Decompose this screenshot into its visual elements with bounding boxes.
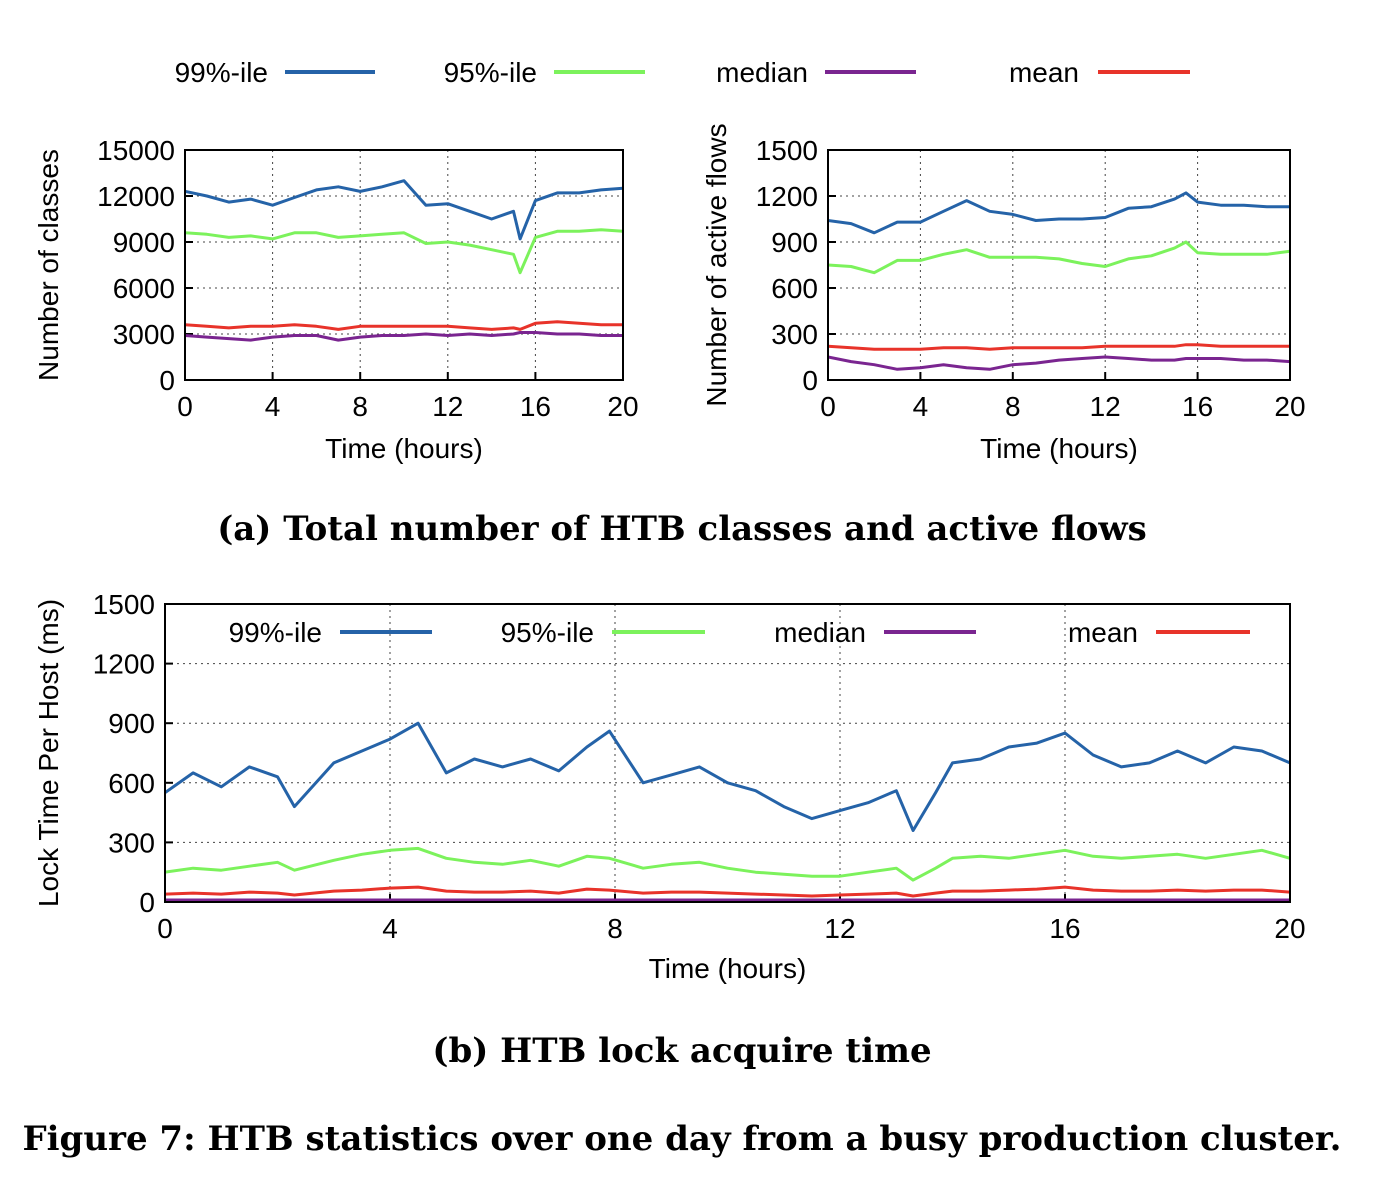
x-tick-label: 0: [177, 391, 193, 422]
y-tick-label: 15000: [97, 135, 175, 166]
series-line-median: [828, 355, 1290, 371]
series-line-p99: [165, 721, 1290, 832]
legend-lock-time: 99%-ile 95%-ile median mean: [229, 617, 1250, 648]
x-tick-label: 8: [352, 391, 368, 422]
y-tick-label: 3000: [113, 319, 175, 350]
y-axis-label: Number of active flows: [701, 123, 732, 406]
x-tick-label: 8: [607, 913, 623, 944]
x-tick-label: 4: [382, 913, 398, 944]
x-tick-label: 4: [265, 391, 281, 422]
x-tick-label: 16: [1049, 913, 1080, 944]
x-tick-label: 0: [820, 391, 836, 422]
subcaption-b: (b) HTB lock acquire time: [432, 1031, 931, 1071]
y-tick-label: 0: [802, 365, 818, 396]
x-tick-label: 12: [1090, 391, 1121, 422]
figure-caption: Figure 7: HTB statistics over one day fr…: [23, 1119, 1342, 1159]
series-line-mean: [828, 343, 1290, 351]
y-tick-label: 1500: [756, 135, 818, 166]
x-axis-label: Time (hours): [649, 953, 807, 984]
y-tick-label: 1500: [93, 589, 155, 620]
series-line-p99: [828, 191, 1290, 235]
plot-frame: [164, 603, 1291, 903]
x-tick-label: 12: [432, 391, 463, 422]
legend-b-label-mean: mean: [1068, 617, 1138, 648]
y-tick-label: 12000: [97, 181, 175, 212]
y-axis-label: Number of classes: [33, 149, 64, 381]
y-tick-label: 0: [139, 887, 155, 918]
y-tick-label: 900: [771, 227, 818, 258]
series-line-p99: [185, 179, 623, 241]
x-tick-label: 8: [1005, 391, 1021, 422]
plot-frame: [184, 149, 624, 381]
x-tick-label: 20: [1274, 913, 1305, 944]
series-line-median: [185, 331, 623, 342]
y-tick-label: 1200: [756, 181, 818, 212]
y-tick-label: 1200: [93, 649, 155, 680]
y-tick-label: 600: [771, 273, 818, 304]
x-axis-label: Time (hours): [325, 433, 483, 464]
subcaption-a: (a) Total number of HTB classes and acti…: [217, 509, 1147, 549]
legend-b-label-p99: 99%-ile: [229, 617, 322, 648]
legend-top: 99%-ile 95%-ile median mean: [175, 57, 1190, 88]
x-tick-label: 16: [520, 391, 551, 422]
x-tick-label: 12: [824, 913, 855, 944]
active-flows-chart: 0 300 600 900 1200 1500 0 4 8 12 16 20 Time (hours) N…: [701, 123, 1306, 464]
y-tick-label: 300: [771, 319, 818, 350]
y-tick-label: 900: [108, 708, 155, 739]
legend-label-p95: 95%-ile: [444, 57, 537, 88]
y-tick-label: 0: [159, 365, 175, 396]
x-tick-label: 16: [1182, 391, 1213, 422]
legend-label-median: median: [716, 57, 808, 88]
x-axis-label: Time (hours): [980, 433, 1138, 464]
legend-b-label-p95: 95%-ile: [501, 617, 594, 648]
y-axis-label: Lock Time Per Host (ms): [33, 599, 64, 907]
y-tick-label: 300: [108, 827, 155, 858]
series-line-mean: [185, 320, 623, 331]
x-tick-label: 20: [1274, 391, 1305, 422]
y-tick-label: 9000: [113, 227, 175, 258]
x-tick-label: 0: [157, 913, 173, 944]
lock-time-chart: 0 300 600 900 1200 1500 0 4 8 12 16 20 Time (hours) L…: [33, 589, 1306, 984]
classes-chart: 0 3000 6000 9000 12000 15000 0 4 8 12 16 20 Time (ho…: [33, 135, 639, 464]
y-tick-label: 600: [108, 768, 155, 799]
legend-label-p99: 99%-ile: [175, 57, 268, 88]
y-tick-label: 6000: [113, 273, 175, 304]
legend-b-label-median: median: [774, 617, 866, 648]
x-tick-label: 20: [607, 391, 638, 422]
series-line-mean: [165, 885, 1290, 898]
series-line-p95: [828, 240, 1290, 275]
x-tick-label: 4: [913, 391, 929, 422]
series-line-p95: [185, 228, 623, 275]
plot-frame: [827, 149, 1291, 381]
series-line-p95: [165, 846, 1290, 882]
legend-label-mean: mean: [1009, 57, 1079, 88]
